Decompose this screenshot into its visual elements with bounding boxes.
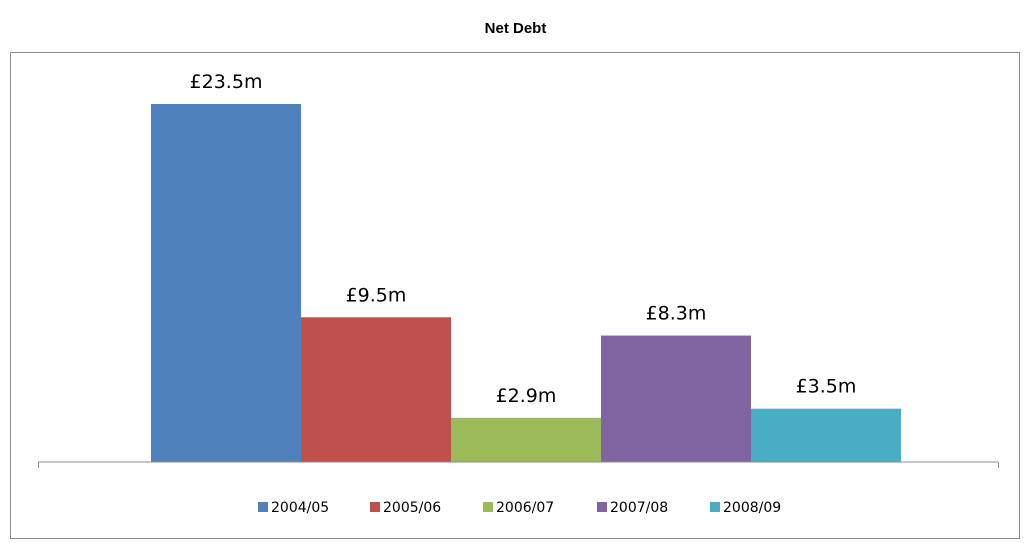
- chart-title: Net Debt: [484, 20, 547, 37]
- legend-swatch-2007-08: [597, 502, 607, 512]
- data-label-2008-09: £3.5m: [796, 376, 857, 398]
- legend-label-2007-08: 2007/08: [610, 500, 668, 516]
- data-label-2007-08: £8.3m: [646, 303, 707, 325]
- bar-2007-08: [601, 335, 751, 462]
- legend-label-2008-09: 2008/09: [723, 500, 781, 516]
- bar-2005-06: [301, 317, 451, 462]
- legend-swatch-2004-05: [258, 502, 268, 512]
- data-label-2006-07: £2.9m: [496, 385, 557, 407]
- legend-swatch-2006-07: [483, 502, 493, 512]
- bar-2004-05: [151, 104, 301, 462]
- legend-label-2006-07: 2006/07: [496, 500, 554, 516]
- bar-2006-07: [451, 417, 601, 462]
- bar-2008-09: [751, 408, 901, 462]
- data-label-2005-06: £9.5m: [346, 284, 407, 306]
- data-label-2004-05: £23.5m: [190, 71, 263, 93]
- chart-frame: [10, 52, 1020, 539]
- legend-swatch-2005-06: [370, 502, 380, 512]
- legend-swatch-2008-09: [710, 502, 720, 512]
- legend-label-2004-05: 2004/05: [271, 500, 329, 516]
- legend-label-2005-06: 2005/06: [383, 500, 441, 516]
